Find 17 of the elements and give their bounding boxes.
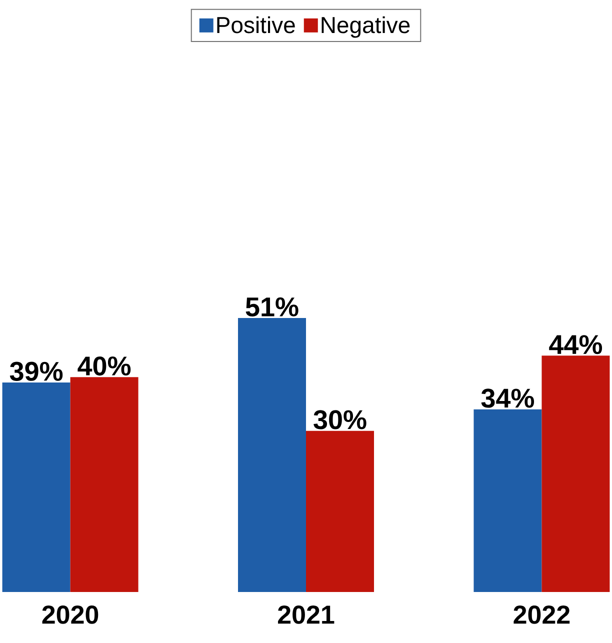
bar bbox=[474, 409, 542, 592]
x-tick-label: 2022 bbox=[514, 606, 570, 624]
legend-label: Negative bbox=[322, 16, 410, 38]
bar bbox=[306, 430, 374, 592]
bar bbox=[238, 318, 306, 592]
data-label: 44% bbox=[549, 335, 602, 354]
data-label: 40% bbox=[78, 356, 131, 376]
data-label: 39% bbox=[10, 362, 63, 381]
data-label: 34% bbox=[481, 388, 534, 408]
bar bbox=[70, 377, 138, 592]
bar bbox=[542, 356, 610, 592]
data-label: 30% bbox=[314, 410, 366, 430]
bar bbox=[2, 382, 70, 592]
x-tick-label: 2020 bbox=[42, 606, 98, 624]
data-label: 51% bbox=[246, 297, 298, 316]
x-tick-label: 2021 bbox=[278, 606, 334, 624]
legend-label: Positive bbox=[217, 16, 295, 34]
